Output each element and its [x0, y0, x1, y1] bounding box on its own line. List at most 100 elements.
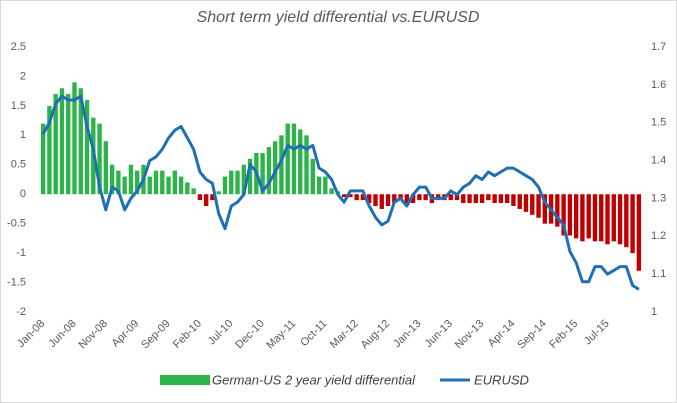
bar — [379, 194, 384, 209]
bar — [185, 182, 190, 195]
bar — [178, 176, 184, 195]
bar — [341, 194, 347, 198]
bar — [624, 194, 629, 248]
bar — [160, 170, 165, 195]
bar — [103, 141, 109, 195]
y-tick-label: -1 — [16, 247, 26, 259]
bar — [511, 194, 516, 206]
bar — [47, 105, 52, 195]
bar — [486, 194, 491, 201]
bar — [404, 194, 410, 204]
bar — [423, 194, 428, 201]
bar — [523, 194, 529, 212]
bar — [580, 194, 585, 242]
bar — [392, 194, 397, 204]
y2-tick-label: 1.4 — [651, 154, 666, 166]
y-tick-label: -0.5 — [7, 218, 26, 230]
bar — [84, 100, 90, 195]
y-tick-label: 0 — [20, 188, 26, 200]
bar — [354, 194, 359, 201]
bar — [467, 194, 472, 204]
bar — [498, 194, 504, 204]
bar — [373, 194, 378, 206]
bar — [116, 170, 121, 195]
bar — [461, 194, 466, 204]
bar — [66, 94, 71, 195]
bar — [128, 164, 134, 195]
bar — [573, 194, 579, 239]
bar — [448, 194, 453, 201]
bar — [348, 194, 353, 198]
y-tick-label: 1.5 — [11, 100, 26, 112]
bar — [592, 194, 598, 242]
bar — [417, 194, 422, 201]
bar — [147, 176, 152, 195]
bar — [78, 88, 83, 195]
bar — [536, 194, 541, 218]
bar — [216, 191, 221, 195]
bar — [266, 147, 272, 195]
bar — [316, 176, 322, 195]
bar — [479, 194, 485, 204]
bar — [555, 194, 560, 227]
y-tick-label: 0.5 — [11, 159, 26, 171]
bar — [279, 135, 284, 195]
bar — [367, 194, 372, 204]
bar — [410, 194, 416, 204]
y2-tick-label: 1.1 — [651, 268, 666, 280]
y2-tick-label: 1.2 — [651, 230, 666, 242]
bar — [517, 194, 522, 209]
y2-tick-label: 1.7 — [651, 41, 666, 53]
bar — [241, 164, 246, 195]
bar — [542, 194, 547, 224]
bar — [360, 194, 366, 201]
bar — [109, 164, 115, 195]
legend-label: EURUSD — [474, 372, 529, 387]
bar — [203, 194, 209, 206]
chart-title: Short term yield differential vs.EURUSD — [197, 9, 480, 26]
bar — [599, 194, 604, 242]
line — [41, 94, 640, 291]
y-tick-label: -1.5 — [7, 276, 26, 288]
bar — [122, 176, 127, 195]
bar — [329, 188, 334, 195]
bar — [504, 194, 510, 204]
y2-tick-label: 1 — [651, 306, 657, 318]
bar — [210, 194, 215, 201]
bar — [567, 194, 573, 236]
bar — [611, 194, 616, 242]
bar — [222, 176, 228, 195]
bar — [561, 194, 566, 236]
bar — [59, 88, 65, 195]
y-tick-label: 1 — [20, 129, 26, 141]
bar — [260, 153, 265, 195]
bar — [310, 158, 315, 195]
y2-tick-label: 1.6 — [651, 79, 666, 91]
bar — [229, 170, 234, 195]
bar — [530, 194, 535, 215]
bar — [291, 123, 297, 195]
legend-label: German-US 2 year yield differential — [212, 372, 416, 387]
bar — [454, 194, 460, 201]
y2-tick-label: 1.3 — [651, 192, 666, 204]
bar — [323, 176, 328, 195]
bar — [53, 94, 58, 195]
bar — [304, 135, 309, 195]
bar — [153, 170, 159, 195]
bar — [272, 141, 278, 195]
bar — [235, 170, 240, 195]
bar — [492, 194, 497, 204]
bar — [385, 194, 391, 206]
bar — [285, 123, 290, 195]
y-tick-label: -2 — [16, 306, 26, 318]
bar — [605, 194, 610, 245]
bar — [586, 194, 591, 239]
bar — [247, 158, 253, 195]
bar — [135, 170, 140, 195]
bar — [40, 123, 46, 195]
bar — [617, 194, 623, 245]
y2-tick-label: 1.5 — [651, 117, 666, 129]
legend-swatch — [160, 375, 210, 385]
bar — [197, 194, 203, 201]
